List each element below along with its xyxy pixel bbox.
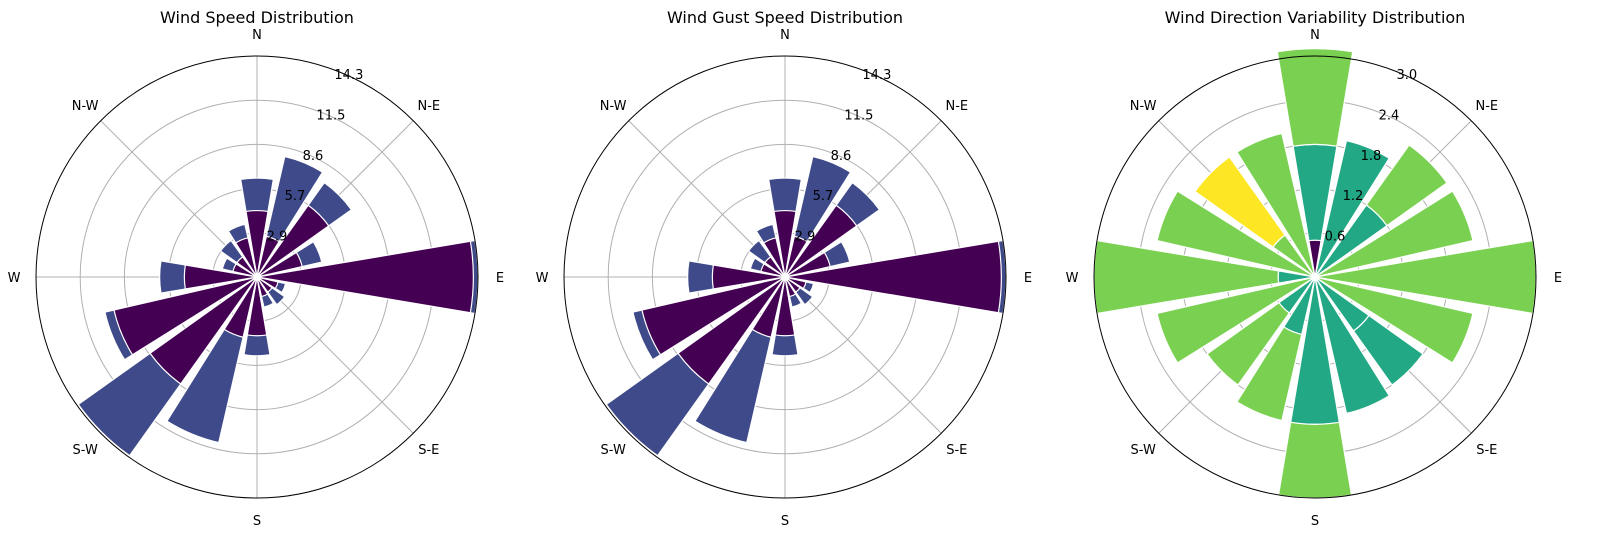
direction-label: N [780, 28, 790, 43]
wind-bar [762, 237, 786, 278]
direction-label: N-E [1476, 99, 1499, 114]
radial-tick-label: 2.9 [795, 230, 816, 245]
wind-bar [760, 263, 786, 278]
wind-bar [1314, 139, 1390, 278]
wind-bar [784, 235, 808, 278]
direction-label: S-E [946, 443, 967, 458]
direction-label: S-E [1476, 443, 1497, 458]
direction-label: E [1554, 271, 1562, 286]
direction-label: E [496, 271, 504, 286]
wind-bar [232, 263, 258, 278]
wind-bar [641, 276, 786, 356]
wind-bar [1156, 276, 1316, 364]
wind-bar [1156, 190, 1316, 278]
wind-bar [256, 276, 279, 290]
radial-tick-label: 8.6 [303, 149, 324, 164]
wind-bar [1277, 421, 1353, 499]
wind-bar [784, 204, 858, 278]
angular-gridline [256, 276, 414, 434]
wind-bar [256, 204, 330, 278]
radial-tick-label: 1.8 [1361, 149, 1382, 164]
wind-bar [1365, 144, 1448, 227]
radial-tick-label: 3.0 [1397, 68, 1418, 83]
wind-bar [784, 276, 807, 290]
direction-label: S [253, 514, 261, 529]
wind-bar [711, 264, 786, 290]
wind-bar [1236, 326, 1303, 422]
wind-bar [773, 209, 797, 278]
direction-label: S [781, 514, 789, 529]
wind-bar [256, 235, 280, 278]
polar-spine [1093, 55, 1537, 499]
direction-label: N-W [1130, 99, 1157, 114]
chart-panel-2: Wind Gust Speed Distribution 2.9 5.7 8.6 11.… [536, 8, 1033, 529]
radial-tick-label: 14.3 [862, 68, 891, 83]
radial-tick-label: 8.6 [831, 149, 852, 164]
wind-bar [1206, 301, 1291, 386]
direction-label: N-E [946, 99, 969, 114]
chart-panel-3: Wind Direction Variability Distribution 0… [1066, 8, 1563, 529]
direction-label: S-W [1131, 443, 1156, 458]
direction-label: N-E [418, 99, 441, 114]
wind-bar [113, 276, 258, 356]
wind-bar [1314, 276, 1474, 364]
wind-bar [236, 256, 258, 278]
direction-label: W [536, 271, 549, 286]
wind-bar [1314, 190, 1474, 278]
radial-tick-label: 1.2 [1343, 189, 1364, 204]
wind-bar [774, 276, 796, 337]
radial-tick-label: 0.6 [1325, 230, 1346, 245]
wind-bar [234, 237, 258, 278]
direction-label: S-E [418, 443, 439, 458]
direction-label: N [252, 28, 262, 43]
wind-bar [784, 276, 801, 293]
wind-bar [149, 276, 258, 385]
wind-bar [764, 256, 786, 278]
wind-bar [1352, 314, 1424, 386]
radial-tick-label: 5.7 [285, 189, 306, 204]
wind-bar [256, 240, 474, 314]
direction-label: W [8, 271, 21, 286]
wind-bar [256, 276, 273, 293]
wind-bar [1276, 48, 1354, 147]
wind-bar [256, 251, 303, 278]
wind-bar [1236, 132, 1316, 278]
wind-bar [784, 276, 797, 298]
direction-label: S-W [601, 443, 626, 458]
wind-bar [256, 276, 269, 298]
direction-label: E [1024, 271, 1032, 286]
direction-label: N-W [600, 99, 627, 114]
wind-bar [183, 264, 258, 290]
polar-spine [563, 55, 1007, 499]
radial-tick-label: 11.5 [844, 108, 873, 123]
chart-title: Wind Gust Speed Distribution [667, 8, 903, 27]
wind-bar [784, 251, 831, 278]
direction-label: W [1066, 271, 1079, 286]
radial-tick-label: 5.7 [813, 189, 834, 204]
wind-bar [246, 276, 268, 337]
chart-title: Wind Speed Distribution [160, 8, 354, 27]
direction-label: N-W [72, 99, 99, 114]
angular-gridline [784, 276, 942, 434]
chart-title: Wind Direction Variability Distribution [1165, 8, 1466, 27]
wind-bar [1314, 276, 1390, 415]
direction-label: S [1311, 514, 1319, 529]
radial-tick-label: 14.3 [334, 68, 363, 83]
radial-tick-label: 11.5 [316, 108, 345, 123]
radial-tick-label: 2.4 [1379, 108, 1400, 123]
wind-bar [245, 209, 269, 278]
wind-bar [751, 276, 786, 338]
polar-spine [35, 55, 479, 499]
wind-bar [784, 240, 1002, 314]
wind-bar [677, 276, 786, 385]
wind-bar [1194, 156, 1286, 248]
direction-label: N [1310, 28, 1320, 43]
direction-label: S-W [73, 443, 98, 458]
wind-bar [223, 276, 258, 338]
radial-tick-label: 2.9 [267, 230, 288, 245]
chart-panel-1: Wind Speed Distribution 2.9 5.7 8.6 11.5 14.3… [8, 8, 505, 529]
